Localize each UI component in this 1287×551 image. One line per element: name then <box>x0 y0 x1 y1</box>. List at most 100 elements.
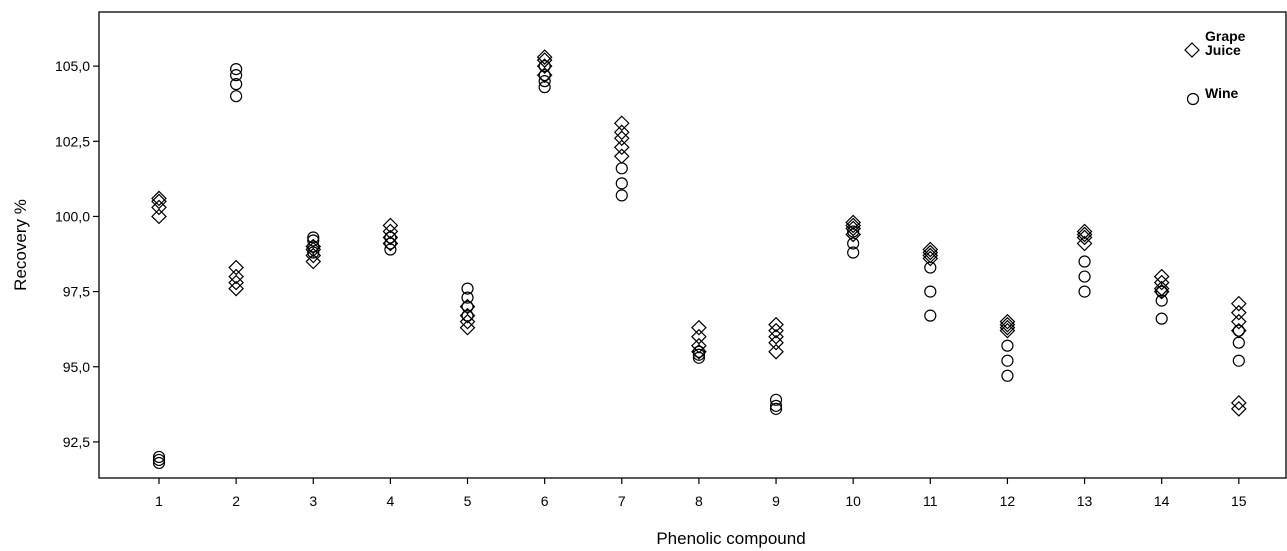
grape-juice-point <box>536 49 553 65</box>
wine-point <box>384 231 397 244</box>
x-tick-label: 1 <box>155 493 163 509</box>
wine-point <box>1155 294 1168 307</box>
x-tick-label: 14 <box>1154 493 1170 509</box>
grape-juice-point <box>999 313 1016 330</box>
wine-point <box>692 348 706 361</box>
grape-juice-point <box>845 226 862 243</box>
grape-juice-point <box>1076 223 1093 240</box>
wine-point <box>230 69 243 82</box>
legend-label: Wine <box>1205 85 1239 101</box>
grape-juice-point <box>922 244 939 261</box>
grape-juice-point <box>151 199 167 216</box>
grape-juice-point <box>922 250 939 267</box>
x-tick-label: 2 <box>232 493 240 509</box>
wine-point <box>924 285 937 298</box>
wine-point <box>384 243 397 256</box>
series-wine <box>152 60 1245 470</box>
grape-juice-point <box>1153 268 1170 285</box>
plot-frame <box>98 11 1287 479</box>
wine-point <box>230 90 243 103</box>
grape-juice-point <box>613 115 630 132</box>
wine-point <box>230 78 243 91</box>
x-tick-label: 9 <box>772 493 780 509</box>
wine-point <box>847 237 860 250</box>
wine-point <box>307 231 320 244</box>
grape-juice-point <box>151 208 167 225</box>
grape-juice-point <box>305 247 322 264</box>
grape-juice-point <box>999 316 1016 333</box>
grape-juice-point <box>1076 229 1093 246</box>
x-tick-label: 8 <box>695 493 703 509</box>
wine-point <box>1232 324 1245 337</box>
grape-juice-point <box>691 319 707 336</box>
y-tick-label: 105,0 <box>55 58 90 74</box>
grape-juice-point <box>999 322 1016 339</box>
grape-juice-point <box>459 319 476 336</box>
wine-point <box>769 393 783 406</box>
wine-point <box>615 189 628 202</box>
x-axis-title: Phenolic compound <box>656 529 805 548</box>
grape-juice-point <box>845 214 862 231</box>
y-tick-label: 97,5 <box>63 284 90 300</box>
grape-juice-point <box>691 328 707 345</box>
wine-point <box>1155 285 1168 298</box>
grape-juice-point <box>613 124 630 141</box>
grape-juice-point <box>768 316 784 333</box>
grape-juice-point <box>845 220 862 237</box>
wine-point <box>1078 255 1091 268</box>
wine-point <box>538 75 551 88</box>
x-tick-label: 6 <box>541 493 549 509</box>
wine-point <box>924 261 937 274</box>
x-tick-label: 13 <box>1077 493 1093 509</box>
grape-juice-point <box>922 241 939 258</box>
legend-label: Juice <box>1205 42 1241 58</box>
wine-point <box>615 177 628 190</box>
grape-juice-point <box>768 343 784 360</box>
wine-point <box>461 309 474 322</box>
data-points <box>151 49 1247 470</box>
wine-point <box>538 69 551 82</box>
y-tick-label: 100,0 <box>55 208 90 224</box>
grape-juice-point <box>845 217 862 234</box>
grape-juice-point <box>1153 274 1170 291</box>
grape-juice-point <box>1230 394 1247 411</box>
legend-marker-diamond <box>1184 42 1200 58</box>
wine-point <box>615 162 628 175</box>
x-axis: 1 2 3 4 5 6 7 8 9 10 11 12 13 14 15 <box>155 478 1247 509</box>
x-tick-label: 3 <box>309 493 317 509</box>
grape-juice-point <box>613 139 630 156</box>
grape-juice-point <box>228 274 244 291</box>
grape-juice-point <box>536 52 553 68</box>
wine-point <box>152 450 166 464</box>
grape-juice-point <box>1230 295 1247 312</box>
grape-juice-point <box>459 298 476 315</box>
grape-juice-point <box>1230 401 1247 417</box>
wine-point <box>847 225 860 238</box>
grape-juice-point <box>1076 235 1093 252</box>
wine-point <box>152 456 166 470</box>
x-tick-label: 11 <box>923 493 938 509</box>
wine-point <box>1232 354 1245 367</box>
grape-juice-point <box>228 280 244 297</box>
legend-label: Grape <box>1205 28 1246 44</box>
wine-point <box>307 234 320 247</box>
wine-point <box>1001 339 1014 352</box>
wine-point <box>307 246 320 259</box>
wine-point <box>230 63 243 76</box>
x-tick-label: 10 <box>845 493 861 509</box>
wine-point <box>461 291 474 304</box>
x-tick-label: 5 <box>464 493 472 509</box>
wine-point <box>461 300 474 313</box>
grape-juice-point <box>151 190 167 207</box>
grape-juice-point <box>1230 304 1247 321</box>
grape-juice-point <box>305 241 322 258</box>
y-tick-label: 102,5 <box>55 133 90 149</box>
wine-point <box>538 60 551 73</box>
x-tick-label: 7 <box>618 493 626 509</box>
wine-point <box>384 237 397 250</box>
grape-juice-point <box>768 334 784 351</box>
wine-point <box>1078 285 1091 298</box>
wine-point <box>847 246 860 259</box>
x-tick-label: 15 <box>1231 493 1247 509</box>
